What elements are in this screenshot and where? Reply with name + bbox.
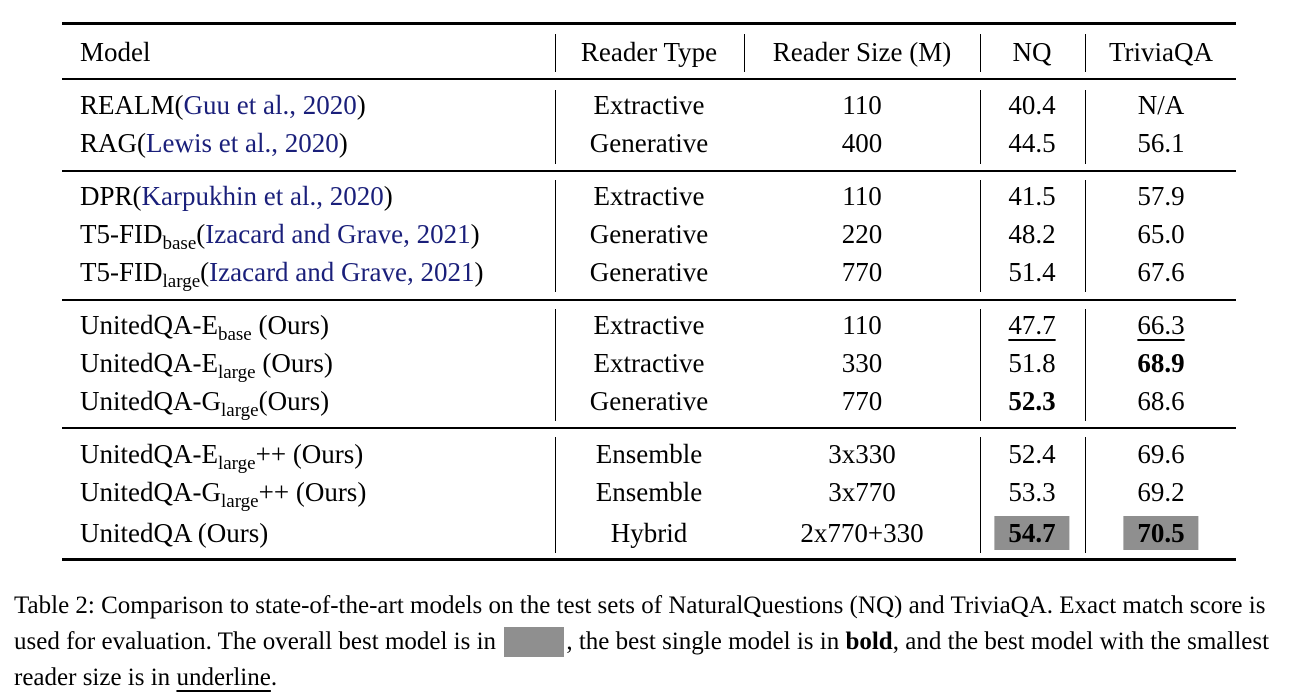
reader-size: 770 <box>841 386 883 416</box>
model-name: UnitedQA-Elarge++ (Ours) <box>80 439 364 474</box>
reader-type: Generative <box>589 386 709 416</box>
triviaqa-score: 67.6 <box>1137 257 1185 287</box>
reader-type: Generative <box>589 219 709 249</box>
column-separator <box>980 180 981 292</box>
reader-type: Generative <box>589 257 709 287</box>
reader-type: Extractive <box>593 348 705 378</box>
model-name: UnitedQA-Elarge (Ours) <box>80 348 333 383</box>
reader-size: 110 <box>842 90 882 120</box>
model-name: UnitedQA-Glarge(Ours) <box>80 386 330 421</box>
column-separator <box>1085 90 1086 164</box>
model-name: T5-FIDlarge(Izacard and Grave, 2021) <box>80 257 484 292</box>
reader-size: 330 <box>841 348 883 378</box>
column-separator <box>555 309 556 421</box>
triviaqa-score: 68.6 <box>1137 386 1185 416</box>
reader-size: 220 <box>841 219 883 249</box>
reader-size: 3x770 <box>828 477 896 507</box>
nq-score-underlined: 47.7 <box>1008 310 1056 340</box>
column-separator <box>1085 309 1086 421</box>
column-separator <box>980 437 981 553</box>
table-bottom-rule <box>62 558 1236 561</box>
column-separator <box>980 90 981 164</box>
header-triviaqa: TriviaQA <box>1108 37 1214 67</box>
column-separator <box>1085 437 1086 553</box>
reader-size: 110 <box>842 310 882 340</box>
column-separator <box>980 34 981 72</box>
column-separator <box>555 90 556 164</box>
citation-link[interactable]: Izacard and Grave, 2021 <box>209 257 475 287</box>
group-rule-3 <box>62 427 1236 429</box>
reader-size: 110 <box>842 181 882 211</box>
triviaqa-score: 69.6 <box>1137 439 1185 469</box>
triviaqa-score: 57.9 <box>1137 181 1185 211</box>
model-name: T5-FIDbase(Izacard and Grave, 2021) <box>80 219 480 254</box>
header-rule <box>62 78 1236 80</box>
citation-link[interactable]: Guu et al., 2020 <box>183 90 357 120</box>
citation-link[interactable]: Lewis et al., 2020 <box>146 128 339 158</box>
triviaqa-score-highlighted: 70.5 <box>1123 516 1199 550</box>
nq-score: 52.4 <box>1008 439 1056 469</box>
header-reader-size: Reader Size (M) <box>772 37 952 67</box>
triviaqa-score: 69.2 <box>1137 477 1185 507</box>
header-nq: NQ <box>1012 37 1052 67</box>
table-top-rule <box>62 22 1236 25</box>
reader-size: 2x770+330 <box>800 518 924 548</box>
column-separator <box>555 180 556 292</box>
nq-score-bold: 52.3 <box>1008 386 1056 416</box>
column-separator <box>555 437 556 553</box>
nq-score: 48.2 <box>1008 219 1056 249</box>
reader-size: 400 <box>841 128 883 158</box>
nq-score: 40.4 <box>1008 90 1056 120</box>
reader-size: 3x330 <box>828 439 896 469</box>
reader-size: 770 <box>841 257 883 287</box>
model-name: REALM(Guu et al., 2020) <box>80 90 366 120</box>
table-caption: Table 2: Comparison to state-of-the-art … <box>14 592 1270 691</box>
model-name: RAG(Lewis et al., 2020) <box>80 128 348 158</box>
model-name: UnitedQA-Ebase (Ours) <box>80 310 329 345</box>
triviaqa-score: 56.1 <box>1137 128 1185 158</box>
triviaqa-score: 65.0 <box>1137 219 1185 249</box>
header-model: Model <box>80 37 151 67</box>
reader-type: Generative <box>589 128 709 158</box>
nq-score: 53.3 <box>1008 477 1056 507</box>
reader-type: Extractive <box>593 90 705 120</box>
reader-type: Extractive <box>593 310 705 340</box>
column-separator <box>555 34 556 72</box>
group-rule-1 <box>62 170 1236 172</box>
reader-type: Hybrid <box>610 518 688 548</box>
model-name: UnitedQA (Ours) <box>80 518 269 548</box>
citation-link[interactable]: Karpukhin et al., 2020 <box>141 181 384 211</box>
nq-score: 41.5 <box>1008 181 1056 211</box>
nq-score: 51.8 <box>1008 348 1056 378</box>
model-name: DPR(Karpukhin et al., 2020) <box>80 181 393 211</box>
column-separator <box>980 309 981 421</box>
reader-type: Ensemble <box>595 439 703 469</box>
triviaqa-score-underlined: 66.3 <box>1137 310 1185 340</box>
reader-type: Ensemble <box>595 477 703 507</box>
header-reader-type: Reader Type <box>580 37 718 67</box>
model-name: UnitedQA-Glarge++ (Ours) <box>80 477 367 512</box>
group-rule-2 <box>62 299 1236 301</box>
citation-link[interactable]: Izacard and Grave, 2021 <box>205 219 471 249</box>
nq-score-highlighted: 54.7 <box>994 516 1070 550</box>
column-separator <box>1085 34 1086 72</box>
triviaqa-score-bold: 68.9 <box>1137 348 1185 378</box>
column-separator <box>1085 180 1086 292</box>
triviaqa-score: N/A <box>1137 90 1185 120</box>
highlight-swatch <box>504 627 565 657</box>
nq-score: 44.5 <box>1008 128 1056 158</box>
nq-score: 51.4 <box>1008 257 1056 287</box>
reader-type: Extractive <box>593 181 705 211</box>
column-separator <box>744 34 745 72</box>
